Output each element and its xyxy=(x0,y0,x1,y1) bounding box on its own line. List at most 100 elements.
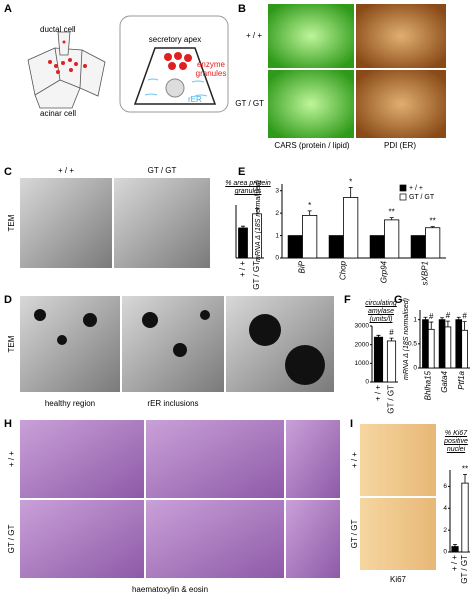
genotype-label: + / + xyxy=(7,451,16,467)
annotation: * xyxy=(308,201,311,210)
y-tick-label: 2 xyxy=(275,210,279,217)
bar xyxy=(451,546,459,553)
x-tick-label: BiP xyxy=(298,260,307,273)
genotype-label: GT / GT xyxy=(7,525,16,554)
caption: TEM xyxy=(7,214,16,231)
x-tick-label: Bhlha15 xyxy=(423,370,432,400)
caption: rER inclusions xyxy=(147,399,198,408)
error-bar xyxy=(389,337,394,341)
caption: TEM xyxy=(7,335,16,352)
annotation: * xyxy=(349,177,352,186)
micrographs xyxy=(20,4,446,578)
genotype-label: GT / GT xyxy=(350,520,359,549)
x-tick-label: sXBP1 xyxy=(421,261,430,285)
y-tick-label: 4 xyxy=(443,505,447,512)
bar xyxy=(328,235,344,259)
y-tick-label: 2 xyxy=(443,527,447,534)
error-bar xyxy=(255,208,259,214)
y-tick-label: 0 xyxy=(275,255,279,262)
genotype-label: GT / GT xyxy=(235,99,264,108)
error-bar xyxy=(307,210,312,216)
error-bar xyxy=(423,316,428,320)
genotype-label: + / + xyxy=(350,452,359,468)
x-tick-label: Ptf1a xyxy=(457,370,466,389)
caption: Ki67 xyxy=(390,575,407,584)
bar xyxy=(461,482,469,553)
y-tick-label: 1 xyxy=(413,316,417,323)
caption: ductal cell xyxy=(40,25,76,34)
error-bar xyxy=(462,321,467,331)
caption: PDI (ER) xyxy=(384,141,416,150)
genotype-label: GT / GT xyxy=(148,166,177,175)
captions: ductal cell acinar cell secretory apex r… xyxy=(7,25,416,594)
panel-label: G xyxy=(394,294,403,306)
y-tick-label: 6 xyxy=(443,483,447,490)
x-tick-label: GT / GT xyxy=(460,555,469,584)
panel-a-art xyxy=(27,15,229,113)
panel-label: H xyxy=(4,418,12,430)
caption: rER xyxy=(188,95,202,104)
chart-title: % area protein granules xyxy=(225,180,271,195)
annotation: ** xyxy=(462,464,468,473)
chart: 0 1000 2000 3000 # + / + GT / GT xyxy=(355,323,398,414)
caption: secretory apex xyxy=(149,35,201,44)
bar xyxy=(287,235,303,259)
x-tick-label: GT / GT xyxy=(387,385,396,414)
genotype-label: + / + xyxy=(58,166,74,175)
error-bar xyxy=(389,217,394,220)
genotype-label: + / + xyxy=(246,31,262,40)
panel-label: C xyxy=(4,166,12,178)
chart: + / + GT / GT xyxy=(235,205,264,290)
bar xyxy=(425,227,441,259)
panel-labels: A B C E D F G H I xyxy=(4,3,403,430)
bar xyxy=(373,336,384,383)
panel-label: D xyxy=(4,294,12,306)
annotation: # xyxy=(389,328,394,337)
caption: acinar cell xyxy=(40,109,76,118)
chart-title: circulating amylase (units/l) xyxy=(365,300,397,323)
x-tick-label: GT / GT xyxy=(252,261,261,290)
panel-label: F xyxy=(344,294,351,306)
error-bar xyxy=(241,225,245,228)
error-bar xyxy=(348,186,353,198)
y-tick-label: 3 xyxy=(275,187,279,194)
error-bar xyxy=(430,226,435,228)
bar xyxy=(461,329,468,369)
error-bar xyxy=(376,334,381,338)
x-tick-label: + / + xyxy=(450,555,459,571)
annotation: # xyxy=(462,312,467,321)
error-bar xyxy=(456,316,461,320)
y-tick-label: 0 xyxy=(413,365,417,372)
chart: 0 1 2 3 mRNA Δ (18S normalised) + / + GT / GT *… xyxy=(255,177,446,285)
x-tick-label: Gata4 xyxy=(440,370,449,392)
y-tick-label: 2000 xyxy=(355,341,370,348)
x-tick-label: + / + xyxy=(238,261,247,277)
y-tick-label: 0.5 xyxy=(408,341,417,348)
legend-label: + / + xyxy=(409,185,423,192)
error-bar xyxy=(429,321,434,330)
annotation: # xyxy=(429,312,434,321)
error-bar xyxy=(453,543,457,547)
bar xyxy=(455,319,463,369)
annotation: ** xyxy=(389,208,395,217)
y-axis-label: mRNA Δ (18S normalised) xyxy=(403,298,410,380)
chart-title: % Ki67 positive nuclei xyxy=(444,430,468,453)
panel-label: I xyxy=(350,418,353,430)
bar xyxy=(427,328,435,369)
y-axis-label: mRNA Δ (18S normalised) xyxy=(255,180,262,262)
y-tick-label: 1 xyxy=(275,232,279,239)
caption: haematoxylin & eosin xyxy=(132,585,208,594)
y-tick-label: 3000 xyxy=(355,323,370,330)
panel-label: A xyxy=(4,3,12,15)
panel-label: E xyxy=(238,166,245,178)
panel-label: B xyxy=(238,3,246,15)
bar xyxy=(343,197,359,259)
bar xyxy=(384,219,400,259)
bar xyxy=(386,340,397,383)
bar xyxy=(438,319,446,369)
caption: CARS (protein / lipid) xyxy=(274,141,349,150)
y-tick-label: 1000 xyxy=(355,360,370,367)
